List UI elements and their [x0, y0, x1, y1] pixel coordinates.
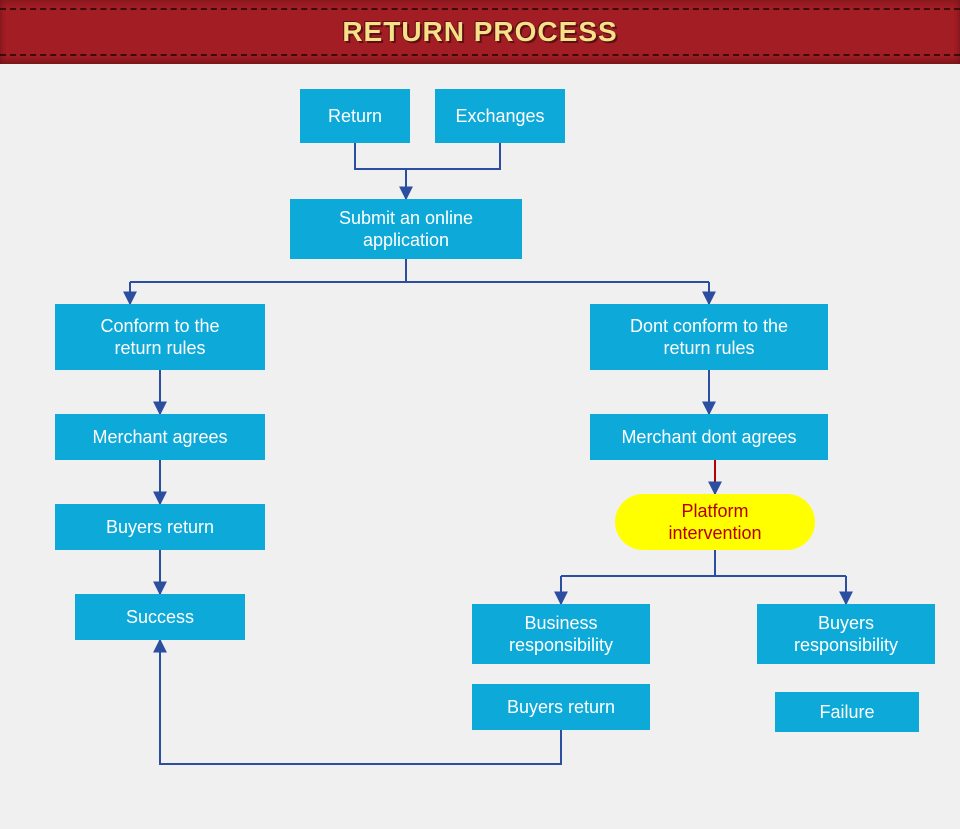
node-merchant-dont-agrees: Merchant dont agrees: [590, 414, 828, 460]
node-buyers-return-left: Buyers return: [55, 504, 265, 550]
node-dont-conform: Dont conform to the return rules: [590, 304, 828, 370]
node-exchanges: Exchanges: [435, 89, 565, 143]
node-buyers-responsibility: Buyers responsibility: [757, 604, 935, 664]
node-failure: Failure: [775, 692, 919, 732]
node-merchant-agrees: Merchant agrees: [55, 414, 265, 460]
node-conform: Conform to the return rules: [55, 304, 265, 370]
page-title: RETURN PROCESS: [0, 0, 960, 64]
flowchart-stage: Return Exchanges Submit an online applic…: [0, 64, 960, 829]
node-buyers-return-right: Buyers return: [472, 684, 650, 730]
node-success: Success: [75, 594, 245, 640]
node-return: Return: [300, 89, 410, 143]
header-banner: RETURN PROCESS: [0, 0, 960, 64]
node-platform-intervention: Platform intervention: [615, 494, 815, 550]
node-submit: Submit an online application: [290, 199, 522, 259]
node-business-responsibility: Business responsibility: [472, 604, 650, 664]
